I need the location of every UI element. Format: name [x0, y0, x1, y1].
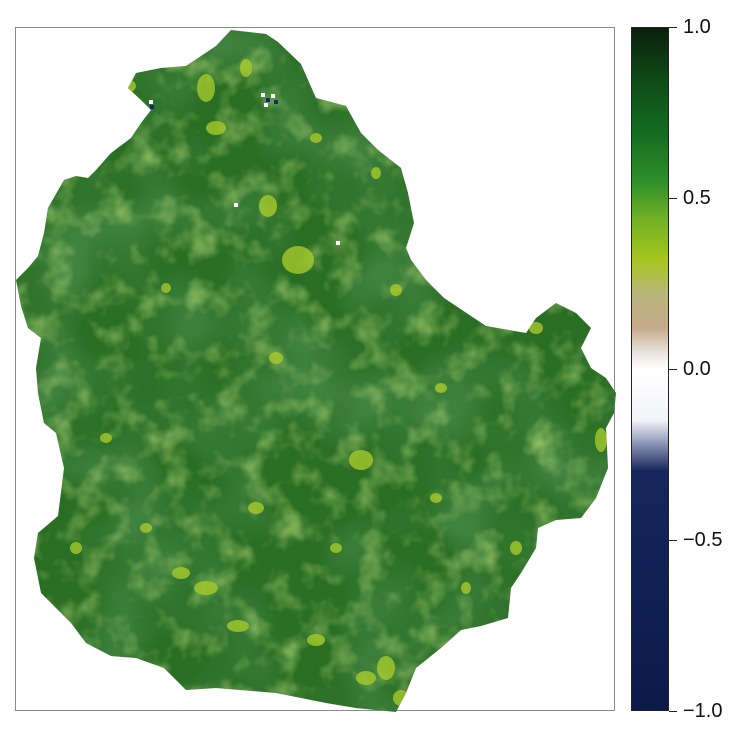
high-vegetation-patch	[194, 581, 218, 595]
light-vegetation-patches	[16, 30, 616, 712]
high-vegetation-patch	[248, 502, 264, 514]
high-vegetation-patch	[140, 523, 152, 533]
high-vegetation-patch	[172, 567, 190, 579]
low-value-pixel	[266, 98, 270, 102]
high-vegetation-patch	[70, 542, 82, 554]
colorbar-tick-mark	[669, 711, 677, 712]
colorbar-tick-mark	[669, 198, 677, 199]
colorbar-tick-label: 0.5	[683, 187, 711, 209]
low-value-pixel	[264, 103, 268, 107]
high-vegetation-patch	[240, 59, 252, 77]
high-vegetation-patch	[461, 582, 471, 594]
high-vegetation-patch	[259, 195, 277, 217]
high-vegetation-patch	[356, 671, 376, 685]
colorbar-tick-label: −0.5	[683, 529, 723, 551]
high-vegetation-patch	[197, 74, 215, 102]
low-value-pixel	[150, 105, 154, 109]
colorbar	[631, 27, 669, 711]
high-vegetation-patch	[116, 79, 136, 93]
low-value-pixel	[261, 93, 265, 97]
high-vegetation-patch	[390, 284, 402, 296]
high-vegetation-patch	[349, 450, 373, 470]
map-frame	[15, 27, 616, 712]
low-value-pixels	[149, 93, 340, 245]
high-vegetation-patch	[371, 167, 381, 179]
colorbar-tick-mark	[669, 27, 677, 28]
high-vegetation-patch	[430, 493, 442, 503]
region-raster	[16, 30, 616, 712]
high-vegetation-patch	[227, 620, 249, 632]
colorbar-tick-label: 0.0	[683, 358, 711, 380]
low-value-pixel	[234, 203, 238, 207]
high-vegetation-patch	[282, 246, 314, 274]
high-vegetation-patch	[435, 383, 447, 393]
ndvi-map	[16, 30, 616, 712]
colorbar-tick-label: 1.0	[683, 16, 711, 38]
low-value-pixel	[274, 100, 278, 104]
low-value-pixel	[336, 241, 340, 245]
high-vegetation-patch	[307, 634, 325, 646]
high-vegetation-patch	[330, 543, 342, 553]
high-vegetation-patch	[269, 352, 283, 364]
colorbar-tick-mark	[669, 540, 677, 541]
low-value-pixel	[271, 94, 275, 98]
high-vegetation-patch	[510, 541, 522, 555]
high-vegetation-patch	[161, 283, 171, 293]
high-vegetation-patch	[310, 133, 322, 143]
high-vegetation-patch	[529, 322, 543, 334]
colorbar-tick-mark	[669, 369, 677, 370]
high-vegetation-patch	[377, 656, 395, 680]
yellow-green-highlights	[70, 59, 607, 706]
colorbar-tick-label: −1.0	[683, 700, 723, 722]
high-vegetation-patch	[100, 433, 112, 443]
high-vegetation-patch	[595, 428, 607, 452]
high-vegetation-patch	[206, 121, 226, 135]
low-value-pixel	[149, 100, 153, 104]
high-vegetation-patch	[393, 690, 409, 706]
